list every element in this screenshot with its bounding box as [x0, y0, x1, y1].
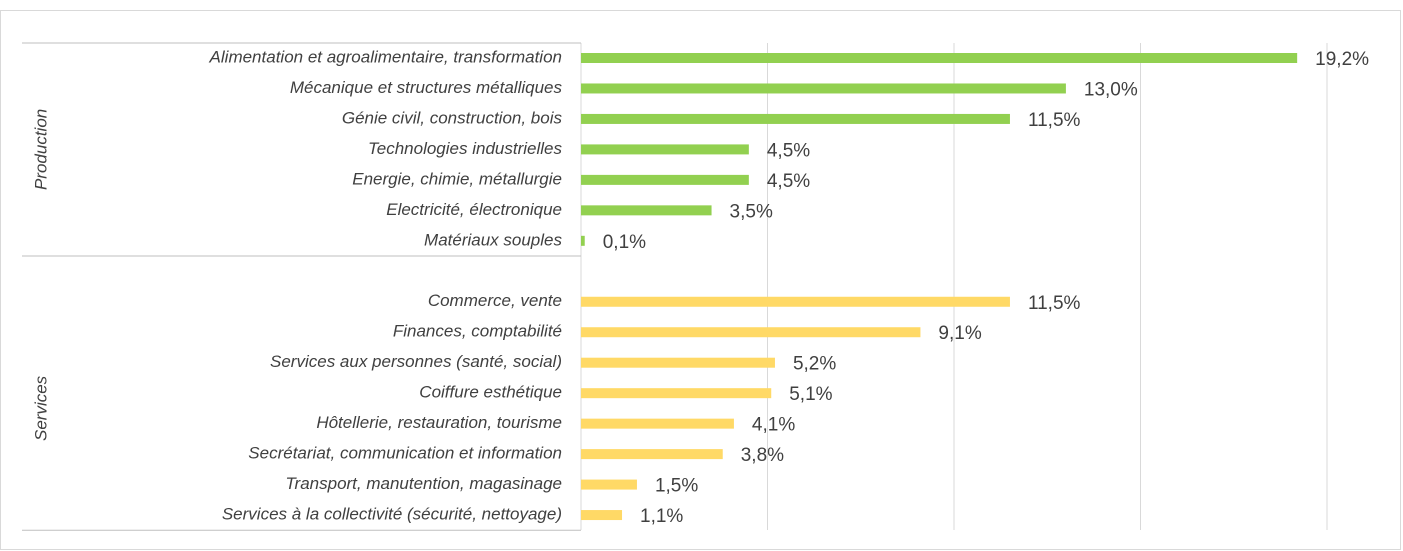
- bar: [581, 479, 637, 490]
- value-label: 5,1%: [789, 384, 832, 405]
- category-label: Hôtellerie, restauration, tourisme: [316, 413, 562, 432]
- bar: [581, 510, 623, 521]
- value-label: 4,5%: [767, 140, 810, 161]
- bar: [581, 235, 585, 246]
- bar: [581, 327, 921, 338]
- category-label: Mécanique et structures métalliques: [290, 78, 563, 97]
- bar: [581, 418, 734, 429]
- group-label: Production: [31, 109, 50, 190]
- category-label: Energie, chimie, métallurgie: [352, 169, 562, 188]
- value-label: 5,2%: [793, 354, 836, 375]
- value-label: 0,1%: [603, 232, 646, 253]
- category-label: Génie civil, construction, bois: [342, 108, 563, 127]
- category-label: Services aux personnes (santé, social): [270, 352, 562, 371]
- bar: [581, 174, 749, 185]
- value-label: 3,5%: [730, 201, 773, 222]
- category-label: Matériaux souples: [424, 230, 562, 249]
- value-label: 1,1%: [640, 506, 683, 527]
- bar: [581, 205, 712, 216]
- bar: [581, 83, 1066, 94]
- category-label: Technologies industrielles: [368, 139, 563, 158]
- value-label: 13,0%: [1084, 79, 1138, 100]
- group-label: Services: [31, 375, 50, 441]
- category-label: Secrétariat, communication et informatio…: [248, 444, 562, 463]
- category-label: Commerce, vente: [428, 291, 562, 310]
- value-label: 4,1%: [752, 415, 795, 436]
- bar: [581, 53, 1298, 63]
- value-label: 11,5%: [1028, 293, 1081, 314]
- bar: [581, 296, 1010, 307]
- category-label: Services à la collectivité (sécurité, ne…: [222, 505, 562, 524]
- value-label: 4,5%: [767, 171, 810, 192]
- value-label: 3,8%: [741, 445, 784, 466]
- bar: [581, 357, 775, 368]
- category-label: Coiffure esthétique: [419, 383, 562, 402]
- bar: [581, 449, 723, 460]
- value-label: 11,5%: [1028, 110, 1081, 131]
- category-label: Finances, comptabilité: [393, 322, 562, 341]
- bar: [581, 113, 1010, 124]
- bar: [581, 388, 772, 399]
- category-label: Electricité, électronique: [386, 200, 562, 219]
- category-label: Alimentation et agroalimentaire, transfo…: [209, 47, 562, 66]
- value-label: 9,1%: [938, 323, 981, 344]
- chart-frame: [0, 10, 1401, 550]
- value-label: 19,2%: [1315, 49, 1369, 70]
- value-label: 1,5%: [655, 476, 698, 497]
- bar: [581, 144, 749, 155]
- category-label: Transport, manutention, magasinage: [285, 474, 562, 493]
